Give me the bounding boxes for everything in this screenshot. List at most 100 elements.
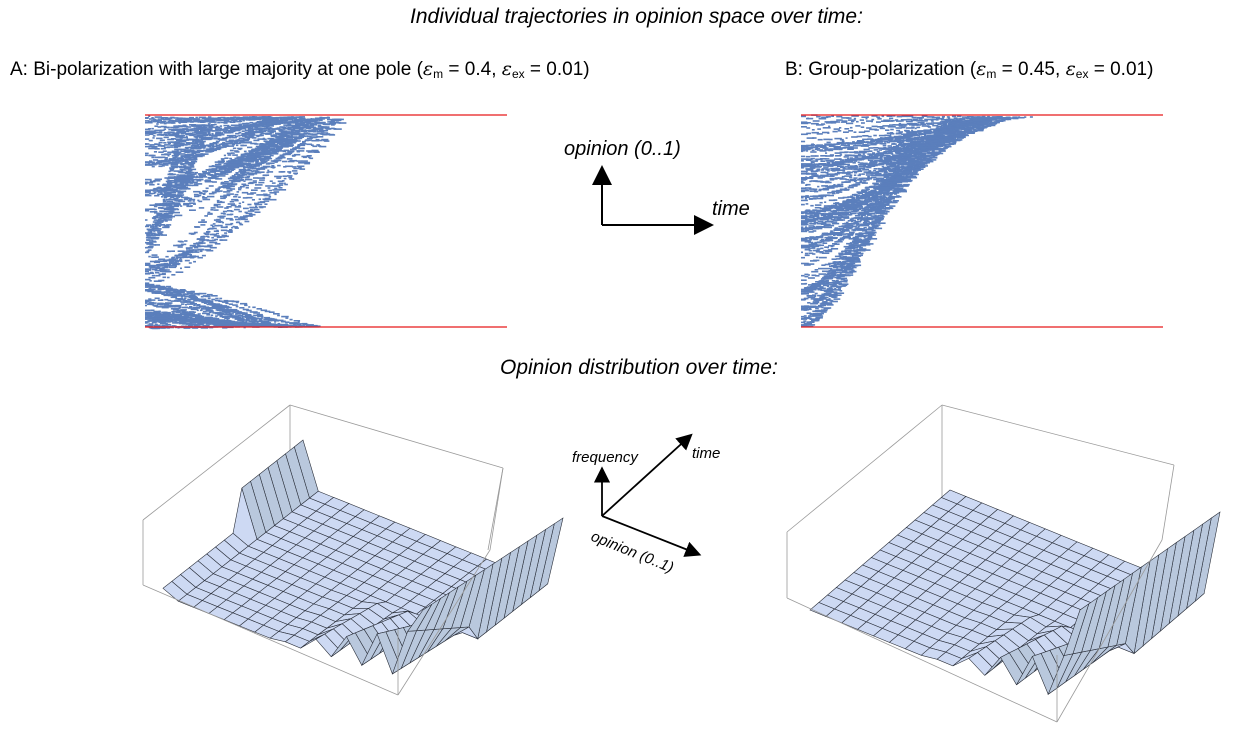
trajectory-point	[191, 318, 197, 321]
trajectory-point	[211, 169, 218, 172]
trajectory-point	[210, 209, 214, 211]
trajectory-point	[251, 165, 255, 167]
trajectory-point	[253, 208, 260, 211]
trajectory-point	[159, 215, 165, 218]
trajectory-point	[148, 317, 153, 319]
trajectory-point	[285, 132, 293, 134]
trajectory-point	[830, 285, 833, 288]
trajectory-point	[845, 144, 850, 147]
trajectory-plot-a	[145, 114, 507, 330]
trajectory-point	[257, 151, 263, 153]
trajectory-point	[184, 161, 190, 163]
trajectory-point	[180, 296, 184, 298]
trajectory-point	[167, 151, 174, 154]
trajectory-point	[283, 177, 287, 180]
trajectory-point	[197, 173, 201, 175]
trajectory-point	[217, 160, 225, 163]
trajectory-point	[842, 216, 850, 218]
trajectory-point	[212, 322, 218, 324]
trajectory-point	[199, 192, 206, 195]
trajectory-point	[193, 303, 197, 305]
trajectory-point	[279, 118, 286, 120]
trajectory-point	[163, 207, 170, 210]
trajectory-point	[174, 128, 181, 131]
trajectory-point	[222, 327, 228, 329]
trajectory-point	[174, 153, 180, 156]
trajectory-point	[165, 255, 169, 258]
trajectory-point	[269, 138, 275, 141]
trajectory-point	[226, 187, 232, 190]
trajectory-point	[199, 173, 206, 175]
trajectory-point	[228, 145, 235, 147]
trajectory-point	[234, 318, 240, 320]
trajectory-point	[164, 153, 172, 155]
trajectory-point	[197, 121, 200, 123]
trajectory-point	[280, 146, 284, 149]
trajectory-point	[251, 118, 255, 121]
trajectory-point	[228, 160, 236, 162]
trajectory-point	[234, 206, 242, 208]
trajectory-point	[154, 305, 158, 307]
trajectory-point	[801, 189, 809, 191]
trajectory-point	[297, 145, 301, 148]
trajectory-point	[172, 309, 180, 311]
trajectory-point	[182, 125, 188, 128]
trajectory-point	[156, 306, 163, 308]
trajectory-point	[261, 143, 268, 146]
trajectory-point	[297, 144, 304, 146]
trajectory-point	[818, 189, 822, 192]
trajectory-point	[211, 191, 217, 193]
trajectory-point	[196, 136, 204, 138]
trajectory-point	[319, 145, 327, 148]
trajectory-point	[236, 191, 240, 193]
trajectory-point	[186, 295, 193, 297]
trajectory-point	[171, 315, 179, 317]
trajectory-point	[230, 315, 236, 318]
trajectory-point	[154, 244, 160, 246]
trajectory-point	[886, 166, 895, 168]
trajectory-point	[229, 121, 236, 123]
trajectory-point	[229, 310, 235, 313]
trajectory-point	[222, 137, 226, 140]
trajectory-point	[181, 182, 185, 185]
trajectory-point	[270, 122, 276, 125]
trajectory-point	[157, 288, 165, 291]
trajectory-point	[194, 178, 201, 181]
trajectory-point	[221, 181, 224, 184]
trajectory-point	[239, 325, 244, 327]
trajectory-point	[203, 133, 212, 136]
trajectory-point	[241, 316, 244, 319]
trajectory-point	[822, 270, 829, 273]
trajectory-point	[249, 206, 255, 209]
trajectory-point	[239, 321, 248, 323]
trajectory-point	[167, 159, 173, 161]
trajectory-point	[275, 118, 279, 120]
trajectory-point	[147, 236, 155, 239]
trajectory-point	[824, 195, 827, 198]
trajectory-point	[224, 181, 229, 183]
trajectory-point	[214, 312, 219, 315]
trajectory-point	[185, 126, 192, 128]
trajectory-point	[209, 233, 214, 236]
trajectory-point	[290, 116, 298, 119]
trajectory-point	[238, 196, 241, 198]
trajectory-point	[188, 170, 193, 172]
trajectory-point	[801, 262, 809, 265]
trajectory-point	[318, 119, 323, 122]
trajectory-point	[145, 132, 152, 134]
trajectory-point	[202, 170, 207, 173]
trajectory-point	[158, 258, 166, 261]
trajectory-point	[228, 320, 232, 322]
trajectory-point	[222, 210, 228, 213]
trajectory-point	[229, 229, 233, 231]
trajectory-point	[332, 118, 336, 121]
trajectory-point	[190, 320, 193, 323]
trajectory-point	[256, 168, 261, 171]
trajectory-point	[149, 241, 157, 243]
trajectory-point	[241, 183, 247, 186]
trajectory-point	[167, 141, 173, 143]
trajectory-point	[164, 269, 170, 271]
trajectory-point	[219, 172, 227, 174]
trajectory-point	[226, 120, 232, 123]
trajectory-point	[224, 157, 229, 159]
